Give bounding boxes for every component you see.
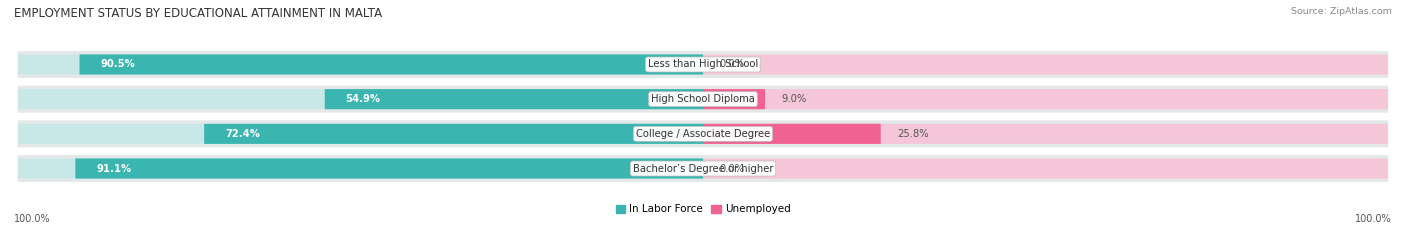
Text: 91.1%: 91.1%: [96, 164, 131, 174]
FancyBboxPatch shape: [325, 89, 703, 109]
Text: 100.0%: 100.0%: [14, 214, 51, 224]
FancyBboxPatch shape: [18, 120, 1388, 147]
Text: Source: ZipAtlas.com: Source: ZipAtlas.com: [1291, 7, 1392, 16]
FancyBboxPatch shape: [703, 55, 1388, 75]
Text: 0.0%: 0.0%: [720, 59, 745, 69]
FancyBboxPatch shape: [18, 51, 1388, 78]
Text: College / Associate Degree: College / Associate Degree: [636, 129, 770, 139]
FancyBboxPatch shape: [703, 89, 1388, 109]
Text: 54.9%: 54.9%: [346, 94, 381, 104]
Text: 100.0%: 100.0%: [1355, 214, 1392, 224]
Text: Bachelor’s Degree or higher: Bachelor’s Degree or higher: [633, 164, 773, 174]
Text: 72.4%: 72.4%: [225, 129, 260, 139]
FancyBboxPatch shape: [80, 55, 703, 75]
FancyBboxPatch shape: [703, 124, 880, 144]
Text: 9.0%: 9.0%: [782, 94, 807, 104]
Text: 90.5%: 90.5%: [100, 59, 135, 69]
FancyBboxPatch shape: [18, 55, 703, 75]
Text: High School Diploma: High School Diploma: [651, 94, 755, 104]
Text: Less than High School: Less than High School: [648, 59, 758, 69]
FancyBboxPatch shape: [18, 89, 703, 109]
Text: EMPLOYMENT STATUS BY EDUCATIONAL ATTAINMENT IN MALTA: EMPLOYMENT STATUS BY EDUCATIONAL ATTAINM…: [14, 7, 382, 20]
FancyBboxPatch shape: [76, 158, 703, 178]
FancyBboxPatch shape: [18, 124, 703, 144]
FancyBboxPatch shape: [18, 155, 1388, 182]
Text: 25.8%: 25.8%: [897, 129, 929, 139]
FancyBboxPatch shape: [18, 158, 703, 178]
Legend: In Labor Force, Unemployed: In Labor Force, Unemployed: [612, 200, 794, 219]
FancyBboxPatch shape: [703, 158, 1388, 178]
FancyBboxPatch shape: [703, 124, 1388, 144]
Text: 0.0%: 0.0%: [720, 164, 745, 174]
FancyBboxPatch shape: [204, 124, 703, 144]
FancyBboxPatch shape: [703, 89, 765, 109]
FancyBboxPatch shape: [18, 86, 1388, 113]
